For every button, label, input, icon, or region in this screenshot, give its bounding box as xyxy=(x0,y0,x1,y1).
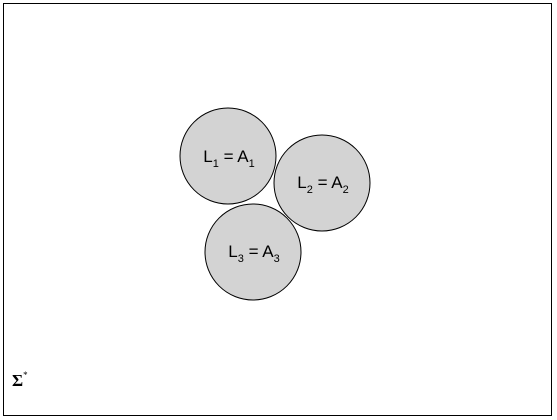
set-3-equals: = xyxy=(244,242,262,261)
set-2-value-index: 2 xyxy=(343,184,349,196)
set-1-circle xyxy=(179,107,277,205)
set-2-index: 2 xyxy=(307,184,313,196)
set-2-value-name: A xyxy=(331,173,343,192)
set-2-name: L xyxy=(297,173,306,192)
set-3-value-index: 3 xyxy=(274,253,280,265)
set-1-equals: = xyxy=(219,147,237,166)
set-1-index: 1 xyxy=(213,158,219,170)
set-2: L2 = A2 xyxy=(273,134,371,232)
set-3-value-name: A xyxy=(262,242,274,261)
set-3-name: L xyxy=(228,242,237,261)
set-1-value-name: A xyxy=(237,147,249,166)
set-1-value-index: 1 xyxy=(249,158,255,170)
universe-label: Σ* xyxy=(12,370,28,390)
set-3: L3 = A3 xyxy=(204,203,302,301)
universe-frame xyxy=(3,3,552,416)
set-2-circle xyxy=(273,134,371,232)
set-1: L1 = A1 xyxy=(179,107,277,205)
sigma-symbol: Σ xyxy=(12,371,23,390)
set-3-index: 3 xyxy=(238,253,244,265)
set-3-circle xyxy=(204,203,302,301)
set-2-equals: = xyxy=(313,173,331,192)
set-2-label: L2 = A2 xyxy=(297,173,349,196)
sigma-superscript: * xyxy=(23,370,28,380)
set-1-name: L xyxy=(203,147,212,166)
set-1-label: L1 = A1 xyxy=(203,147,255,170)
set-3-label: L3 = A3 xyxy=(228,242,280,265)
